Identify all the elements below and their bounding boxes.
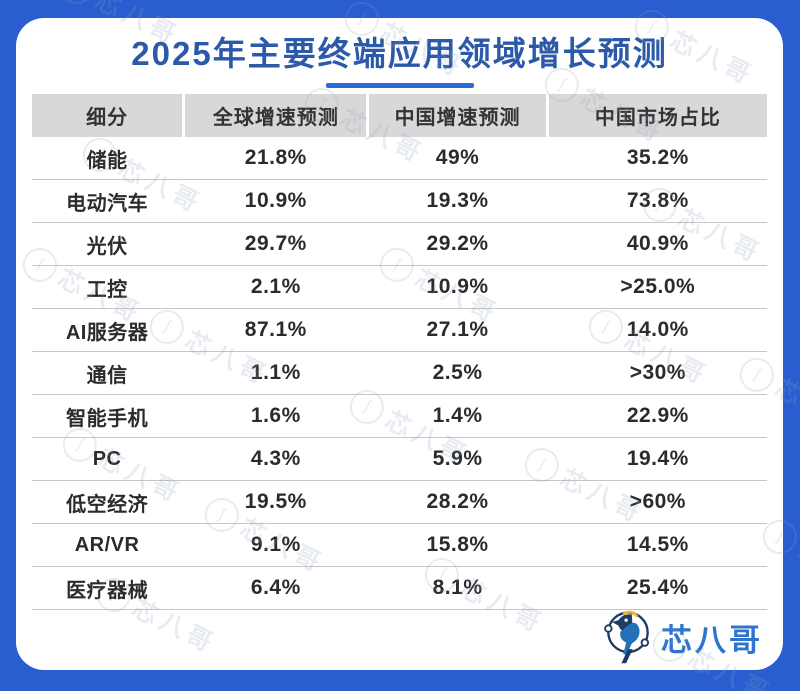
cell-china-share: 19.4% xyxy=(626,447,689,470)
cell-global-growth: 9.1% xyxy=(250,533,301,556)
cell-segment: 储能 xyxy=(86,149,128,172)
watermark-bird-icon: ʃ xyxy=(54,0,100,10)
cell-china-share: 73.8% xyxy=(626,189,689,212)
watermark-text: 芯八哥 xyxy=(793,536,800,601)
cell-segment: 智能手机 xyxy=(66,407,149,430)
cell-china-growth: 29.2% xyxy=(426,232,489,255)
table-header-row: 细分 全球增速预测 中国增速预测 中国市场占比 xyxy=(32,94,767,137)
cell-global-growth: 29.7% xyxy=(244,232,307,255)
cell-china-share: >30% xyxy=(629,361,686,384)
cell-china-share: 22.9% xyxy=(626,404,689,427)
cell-segment: 低空经济 xyxy=(66,493,149,516)
cell-china-growth: 2.5% xyxy=(432,361,483,384)
cell-segment: AR/VR xyxy=(74,533,140,556)
cell-china-share: >60% xyxy=(629,490,686,513)
cell-china-growth: 19.3% xyxy=(426,189,489,212)
cell-china-growth: 49% xyxy=(435,146,480,169)
cell-segment: 电动汽车 xyxy=(66,192,149,215)
cell-global-growth: 10.9% xyxy=(244,189,307,212)
table-row: AI服务器 87.1% 27.1% 14.0% xyxy=(32,309,767,352)
cell-china-growth: 15.8% xyxy=(426,533,489,556)
table-row: 医疗器械 6.4% 8.1% 25.4% xyxy=(32,567,767,610)
cell-china-growth: 1.4% xyxy=(432,404,483,427)
cell-china-share: 14.5% xyxy=(626,533,689,556)
cell-global-growth: 1.1% xyxy=(250,361,301,384)
cell-segment: AI服务器 xyxy=(65,321,149,344)
header-china-growth: 中国增速预测 xyxy=(369,94,546,137)
table-row: PC 4.3% 5.9% 19.4% xyxy=(32,438,767,481)
header-global-growth: 全球增速预测 xyxy=(185,94,367,137)
cell-global-growth: 87.1% xyxy=(244,318,307,341)
table-row: AR/VR 9.1% 15.8% 14.5% xyxy=(32,524,767,567)
title-underline xyxy=(325,83,474,88)
cell-china-growth: 8.1% xyxy=(432,576,483,599)
cell-global-growth: 6.4% xyxy=(250,576,301,599)
forecast-table: 细分 全球增速预测 中国增速预测 中国市场占比 储能 21.8% 49% 35.2% 电… xyxy=(32,94,767,610)
cell-global-growth: 21.8% xyxy=(244,146,307,169)
table-row: 通信 1.1% 2.5% >30% xyxy=(32,352,767,395)
cell-global-growth: 1.6% xyxy=(250,404,301,427)
cell-global-growth: 2.1% xyxy=(250,275,301,298)
cell-segment: PC xyxy=(92,447,122,470)
cell-china-share: 14.0% xyxy=(626,318,689,341)
page-title: 2025年主要终端应用领域增长预测 xyxy=(131,35,668,72)
header-segment: 细分 xyxy=(32,94,183,137)
table-body: 储能 21.8% 49% 35.2% 电动汽车 10.9% 19.3% 73.8% 光伏 29.7… xyxy=(32,137,767,610)
cell-segment: 医疗器械 xyxy=(66,579,149,602)
cell-china-share: >25.0% xyxy=(620,275,696,298)
bird-logo-icon xyxy=(604,610,650,664)
brand-logo: 芯八哥 xyxy=(603,608,763,666)
cell-china-share: 40.9% xyxy=(626,232,689,255)
brand-logo-text: 芯八哥 xyxy=(661,622,763,658)
table-row: 光伏 29.7% 29.2% 40.9% xyxy=(32,223,767,266)
content-card: 2025年主要终端应用领域增长预测 细分 全球增速预测 中国增速预测 中国市场占… xyxy=(16,18,783,670)
cell-china-growth: 27.1% xyxy=(426,318,489,341)
cell-segment: 通信 xyxy=(86,364,128,387)
table-row: 低空经济 19.5% 28.2% >60% xyxy=(32,481,767,524)
cell-segment: 工控 xyxy=(86,278,128,301)
cell-china-growth: 5.9% xyxy=(432,447,483,470)
cell-global-growth: 19.5% xyxy=(244,490,307,513)
cell-segment: 光伏 xyxy=(86,235,128,258)
table-row: 智能手机 1.6% 1.4% 22.9% xyxy=(32,395,767,438)
cell-china-share: 35.2% xyxy=(626,146,689,169)
table-row: 工控 2.1% 10.9% >25.0% xyxy=(32,266,767,309)
table-row: 电动汽车 10.9% 19.3% 73.8% xyxy=(32,180,767,223)
cell-china-growth: 28.2% xyxy=(426,490,489,513)
cell-china-growth: 10.9% xyxy=(426,275,489,298)
table-row: 储能 21.8% 49% 35.2% xyxy=(32,137,767,180)
cell-global-growth: 4.3% xyxy=(250,447,301,470)
cell-china-share: 25.4% xyxy=(626,576,689,599)
header-china-share: 中国市场占比 xyxy=(548,94,767,137)
